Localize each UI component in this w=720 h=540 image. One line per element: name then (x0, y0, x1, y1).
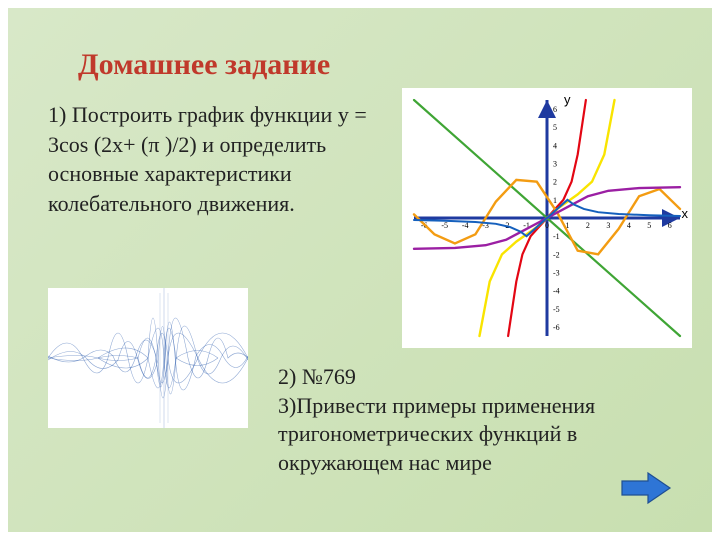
svg-text:3: 3 (606, 221, 610, 230)
questions-2-3: 2) №769 3)Привести примеры применения тр… (278, 363, 668, 477)
svg-text:2: 2 (586, 221, 590, 230)
svg-text:-5: -5 (441, 221, 448, 230)
svg-text:6: 6 (668, 221, 672, 230)
svg-text:-2: -2 (553, 250, 560, 259)
svg-text:4: 4 (627, 221, 631, 230)
svg-text:4: 4 (553, 141, 557, 150)
wave-illustration (48, 288, 248, 428)
svg-text:5: 5 (553, 123, 557, 132)
arrow-icon (620, 471, 672, 505)
svg-text:-5: -5 (553, 305, 560, 314)
svg-text:-1: -1 (553, 232, 560, 241)
page-title: Домашнее задание (78, 48, 672, 82)
svg-text:6: 6 (553, 105, 557, 114)
x-axis-label: х (682, 206, 689, 221)
svg-text:2: 2 (553, 178, 557, 187)
svg-text:-3: -3 (553, 268, 560, 277)
slide: Домашнее задание 1) Построить график фун… (0, 0, 720, 540)
question-1: 1) Построить график функции y = 3cos (2x… (48, 100, 368, 219)
svg-text:0: 0 (545, 221, 549, 230)
wave-svg (48, 288, 248, 428)
svg-text:-6: -6 (553, 323, 560, 332)
question-2: 2) №769 (278, 363, 668, 392)
svg-text:3: 3 (553, 160, 557, 169)
svg-text:5: 5 (647, 221, 651, 230)
next-arrow[interactable] (620, 471, 672, 510)
coordinate-chart: -6-5-4-3-2-10123456-6-5-4-3-2-1123456 у … (402, 88, 692, 348)
question-3: 3)Привести примеры применения тригономет… (278, 392, 668, 478)
svg-text:-4: -4 (553, 287, 560, 296)
chart-svg: -6-5-4-3-2-10123456-6-5-4-3-2-1123456 (402, 88, 692, 348)
y-axis-label: у (564, 92, 571, 107)
svg-text:1: 1 (553, 196, 557, 205)
